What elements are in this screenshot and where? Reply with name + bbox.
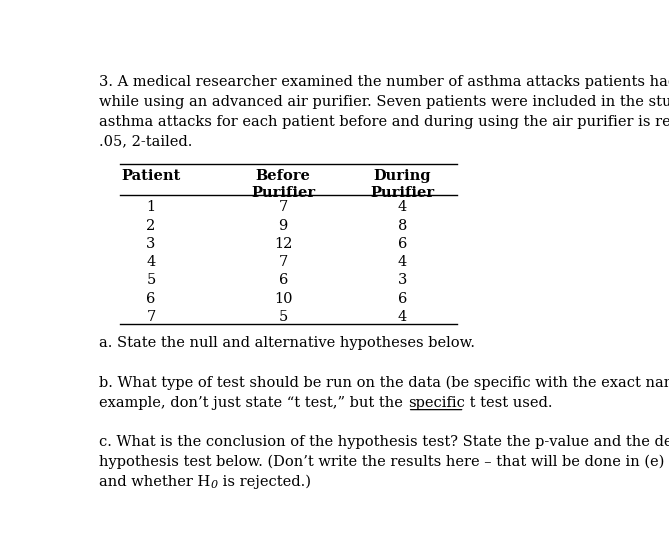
Text: 0: 0 — [211, 480, 217, 490]
Text: 4: 4 — [147, 255, 156, 269]
Text: 3. A medical researcher examined the number of asthma attacks patients had both : 3. A medical researcher examined the num… — [99, 75, 669, 89]
Text: 7: 7 — [278, 201, 288, 215]
Text: c. What is the conclusion of the hypothesis test? State the p-value and the deci: c. What is the conclusion of the hypothe… — [99, 435, 669, 449]
Text: 1: 1 — [147, 201, 156, 215]
Text: During: During — [374, 169, 432, 183]
Text: 5: 5 — [278, 310, 288, 324]
Text: 5: 5 — [147, 273, 156, 287]
Text: 7: 7 — [278, 255, 288, 269]
Text: 4: 4 — [398, 201, 407, 215]
Text: t test used.: t test used. — [464, 395, 552, 409]
Text: example, don’t just state “t test,” but the: example, don’t just state “t test,” but … — [99, 395, 407, 409]
Text: a. State the null and alternative hypotheses below.: a. State the null and alternative hypoth… — [99, 336, 475, 350]
Text: 4: 4 — [398, 255, 407, 269]
Text: 6: 6 — [278, 273, 288, 287]
Text: 9: 9 — [278, 218, 288, 232]
Text: while using an advanced air purifier. Seven patients were included in the study.: while using an advanced air purifier. Se… — [99, 95, 669, 109]
Text: hypothesis test below. (Don’t write the results here – that will be done in (e) : hypothesis test below. (Don’t write the … — [99, 455, 669, 469]
Text: 6: 6 — [398, 292, 407, 306]
Text: 0: 0 — [211, 480, 217, 490]
Text: .05, 2-tailed.: .05, 2-tailed. — [99, 134, 193, 148]
Text: 3: 3 — [147, 237, 156, 251]
Text: Purifier: Purifier — [371, 186, 435, 200]
Text: 2: 2 — [147, 218, 156, 232]
Text: Purifier: Purifier — [251, 186, 315, 200]
Text: 10: 10 — [274, 292, 292, 306]
Text: 7: 7 — [147, 310, 156, 324]
Text: 4: 4 — [398, 310, 407, 324]
Text: Patient: Patient — [121, 169, 181, 183]
Text: specific: specific — [407, 395, 464, 409]
Text: b. What type of test should be run on the data (be specific with the exact name : b. What type of test should be run on th… — [99, 376, 669, 390]
Text: Before: Before — [256, 169, 310, 183]
Text: 8: 8 — [398, 218, 407, 232]
Text: 6: 6 — [398, 237, 407, 251]
Text: 6: 6 — [147, 292, 156, 306]
Text: 3: 3 — [398, 273, 407, 287]
Text: 12: 12 — [274, 237, 292, 251]
Text: and whether H: and whether H — [99, 475, 211, 489]
Text: asthma attacks for each patient before and during using the air purifier is repo: asthma attacks for each patient before a… — [99, 115, 669, 129]
Text: is rejected.): is rejected.) — [217, 475, 310, 489]
